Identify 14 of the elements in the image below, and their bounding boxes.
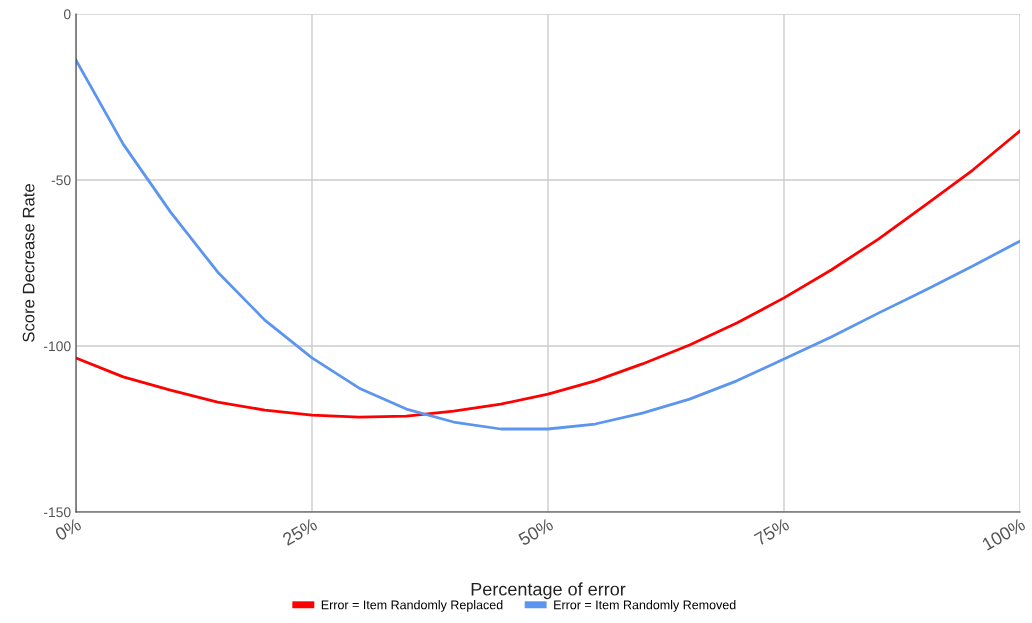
- y-tick-label: -150: [43, 507, 71, 518]
- x-tick-label: 0%: [54, 517, 83, 542]
- x-tick-label: 50%: [517, 517, 555, 547]
- legend-label: Error = Item Randomly Replaced: [321, 600, 503, 612]
- x-tick-label: 75%: [753, 517, 791, 546]
- legend-label: Error = Item Randomly Removed: [554, 600, 736, 612]
- x-axis-title: Percentage of error: [471, 582, 626, 600]
- line-series: [76, 129, 1020, 419]
- y-tick-label: -100: [43, 341, 71, 352]
- y-tick-label: -50: [51, 175, 71, 186]
- x-tick-label: 25%: [281, 517, 319, 546]
- line-series: [76, 58, 1020, 431]
- y-tick-label: 0: [63, 9, 71, 20]
- y-axis-title: Score Decrease Rate: [22, 184, 35, 342]
